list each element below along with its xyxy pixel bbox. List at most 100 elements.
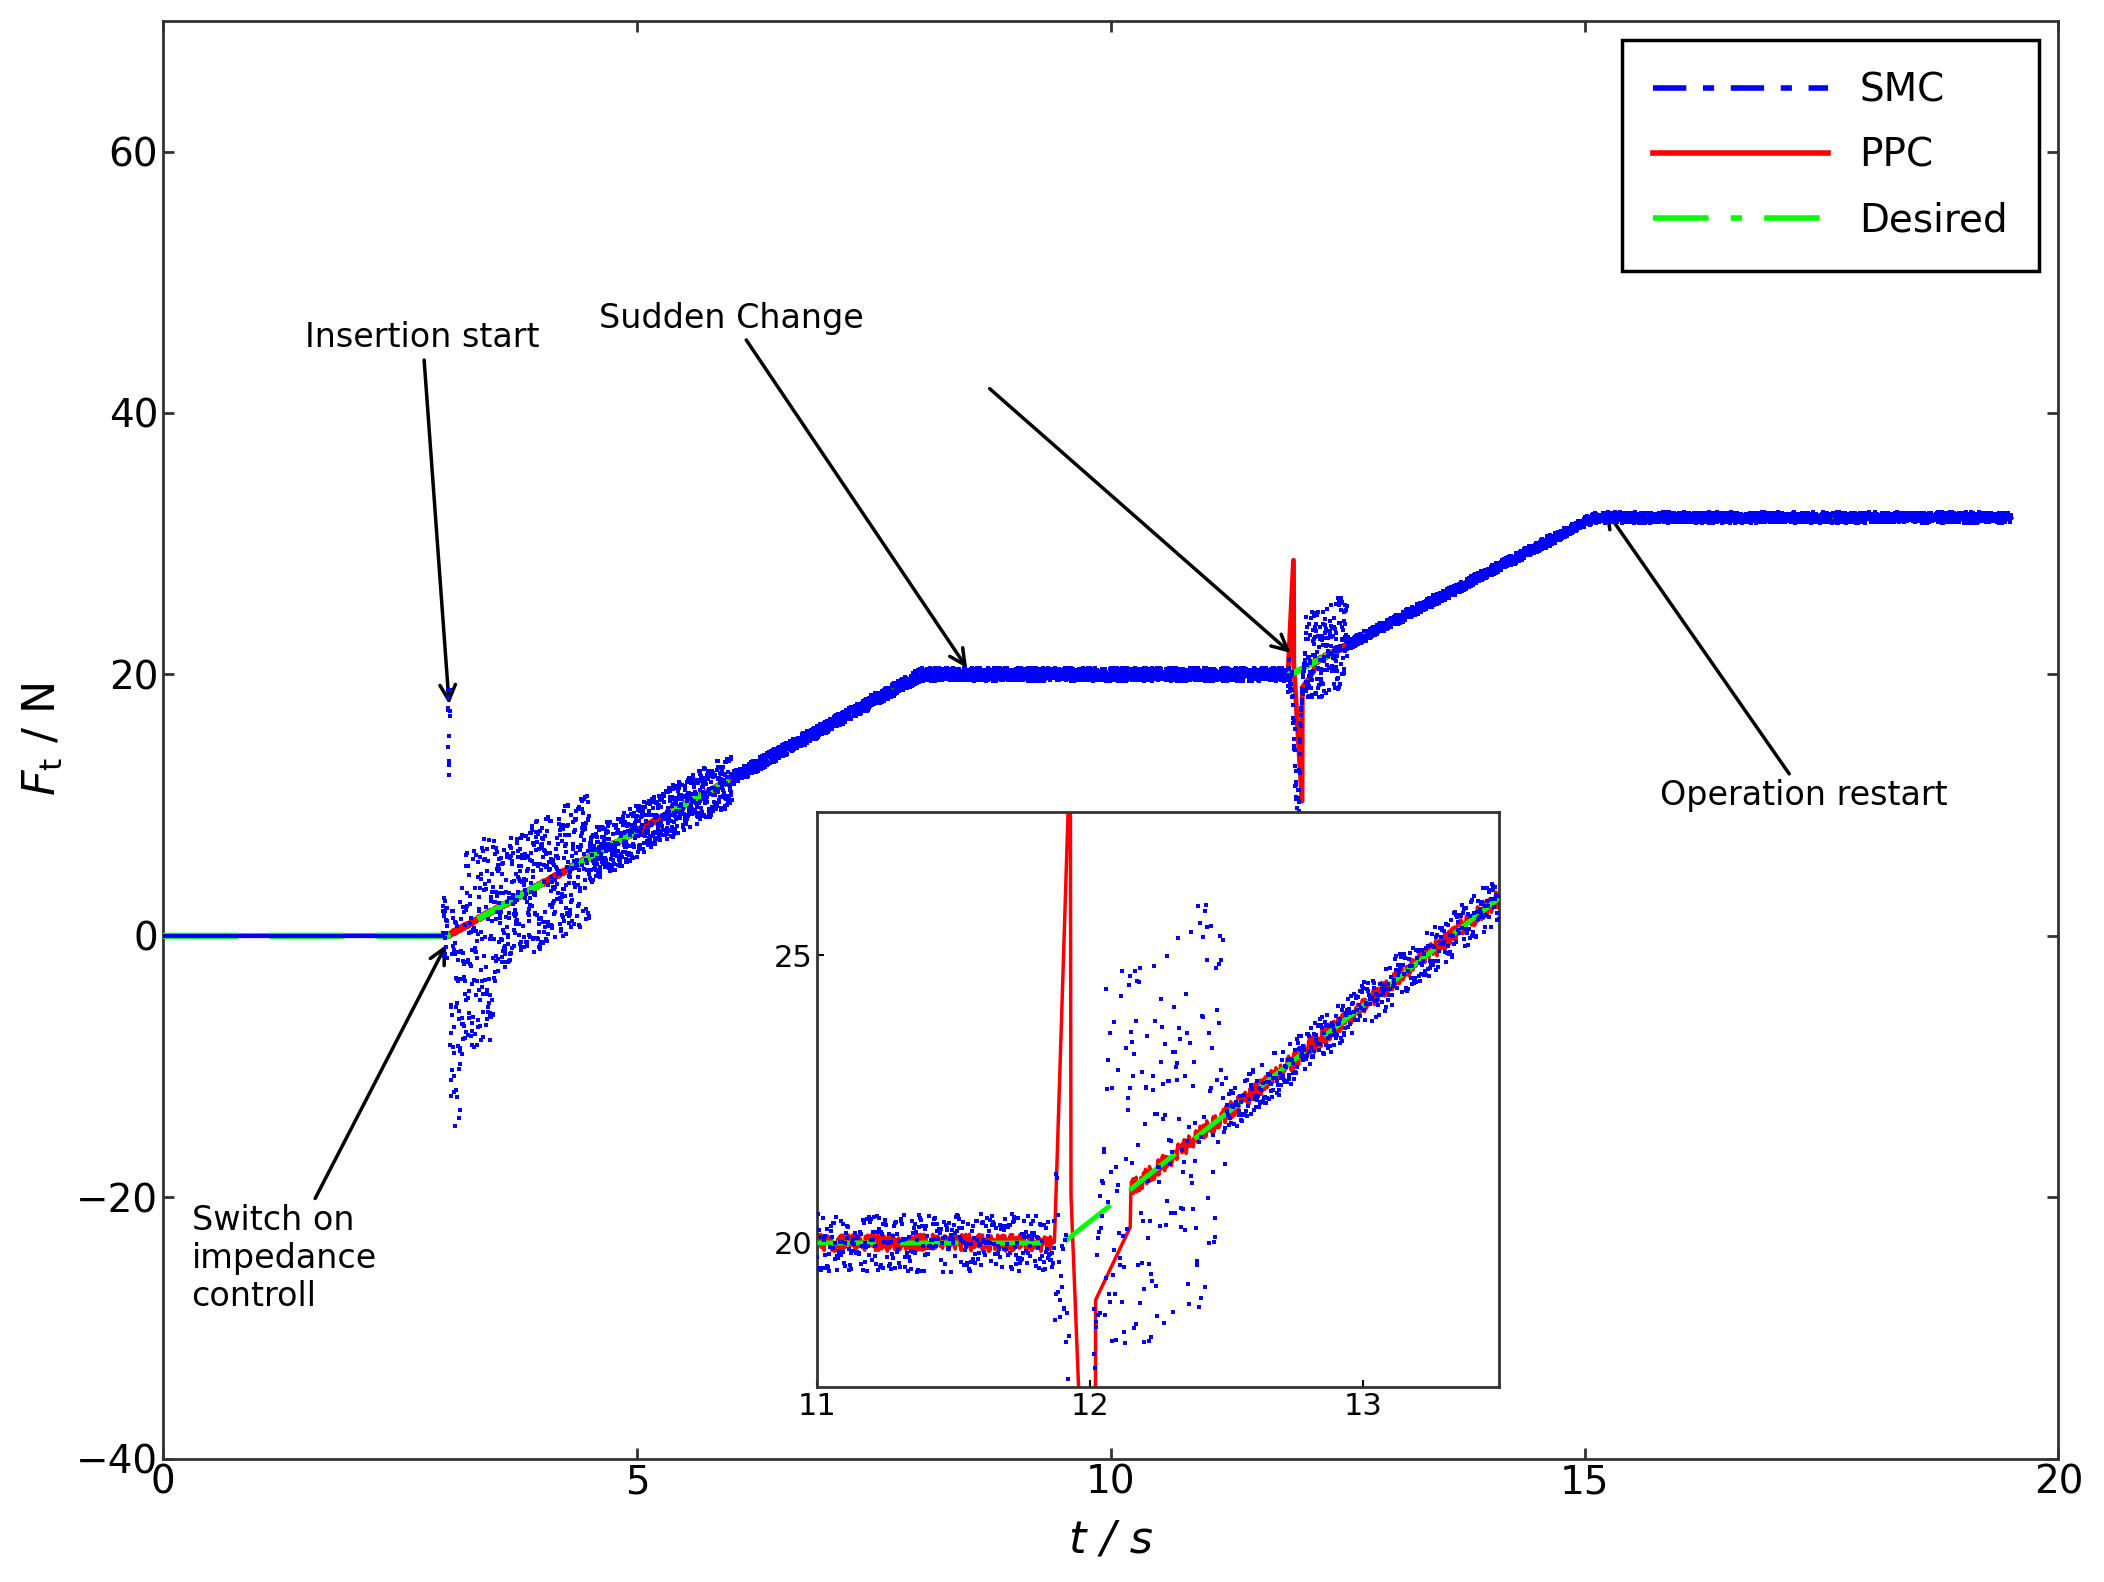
SMC (922, 658, 955, 683)
SMC (1946, 501, 1980, 527)
SMC (972, 668, 1006, 693)
SMC (1081, 660, 1115, 685)
SMC (1353, 625, 1387, 650)
SMC (1854, 506, 1887, 532)
SMC (1963, 503, 1997, 528)
SMC (1763, 509, 1797, 535)
SMC (1041, 657, 1075, 682)
SMC (1031, 666, 1065, 691)
SMC (1199, 668, 1233, 693)
SMC (913, 666, 947, 691)
SMC (410, 924, 444, 949)
SMC (358, 924, 391, 949)
SMC (1212, 660, 1246, 685)
SMC (1283, 710, 1317, 736)
SMC (808, 718, 842, 744)
SMC (1536, 525, 1570, 551)
SMC (1269, 668, 1302, 693)
SMC (1216, 664, 1250, 690)
SMC (1342, 630, 1376, 655)
SMC (564, 834, 598, 859)
SMC (1599, 508, 1633, 533)
SMC (1157, 660, 1191, 685)
SMC (922, 663, 955, 688)
SMC (1037, 657, 1071, 682)
SMC (1319, 649, 1353, 674)
SMC (642, 794, 675, 819)
SMC (1788, 505, 1822, 530)
SMC (486, 944, 520, 970)
SMC (1233, 658, 1267, 683)
SMC (335, 924, 368, 949)
SMC (1959, 506, 1992, 532)
SMC (844, 701, 877, 726)
SMC (1344, 630, 1378, 655)
SMC (1102, 660, 1136, 685)
SMC (427, 894, 461, 919)
SMC (1229, 657, 1262, 682)
SMC (1616, 501, 1650, 527)
SMC (1460, 565, 1494, 590)
SMC (642, 783, 675, 808)
SMC (844, 691, 877, 717)
SMC (1971, 501, 2005, 527)
SMC (1980, 505, 2014, 530)
SMC (276, 924, 309, 949)
SMC (1807, 506, 1841, 532)
SMC (913, 664, 947, 690)
SMC (1500, 541, 1534, 566)
SMC (1879, 500, 1913, 525)
SMC (793, 723, 827, 748)
SMC (1921, 505, 1955, 530)
SMC (663, 794, 696, 819)
SMC (1887, 508, 1921, 533)
SMC (797, 725, 831, 750)
SMC (877, 682, 911, 707)
SMC (1485, 551, 1519, 576)
SMC (1528, 533, 1561, 558)
SMC (1820, 506, 1854, 532)
SMC (1086, 664, 1119, 690)
SMC (1553, 519, 1586, 544)
SMC (1685, 503, 1719, 528)
SMC (303, 924, 337, 949)
SMC (1138, 663, 1172, 688)
SMC (1555, 516, 1589, 541)
SMC (1408, 592, 1441, 617)
SMC (1254, 658, 1288, 683)
SMC (1046, 658, 1079, 683)
SMC (970, 664, 1004, 690)
SMC (793, 726, 827, 751)
SMC (1347, 619, 1380, 644)
SMC (1090, 664, 1124, 690)
SMC (1342, 630, 1376, 655)
SMC (1279, 785, 1313, 810)
SMC (446, 1041, 480, 1066)
SMC (669, 782, 703, 807)
SMC (568, 867, 602, 892)
SMC (484, 900, 518, 925)
SMC (1220, 664, 1254, 690)
SMC (861, 685, 894, 710)
SMC (953, 664, 987, 690)
SMC (1081, 658, 1115, 683)
SMC (816, 710, 850, 736)
SMC (850, 698, 884, 723)
SMC (1014, 664, 1048, 690)
SMC (1864, 505, 1898, 530)
SMC (1858, 508, 1891, 533)
SMC (1852, 506, 1885, 532)
SMC (1567, 506, 1601, 532)
SMC (928, 664, 962, 690)
SMC (558, 875, 591, 900)
SMC (610, 813, 644, 838)
SMC (1161, 658, 1195, 683)
SMC (566, 819, 600, 845)
SMC (1050, 657, 1084, 682)
SMC (547, 823, 581, 848)
SMC (555, 834, 589, 859)
SMC (467, 1000, 501, 1025)
SMC (1751, 506, 1784, 532)
SMC (1111, 661, 1145, 687)
SMC (743, 751, 776, 777)
